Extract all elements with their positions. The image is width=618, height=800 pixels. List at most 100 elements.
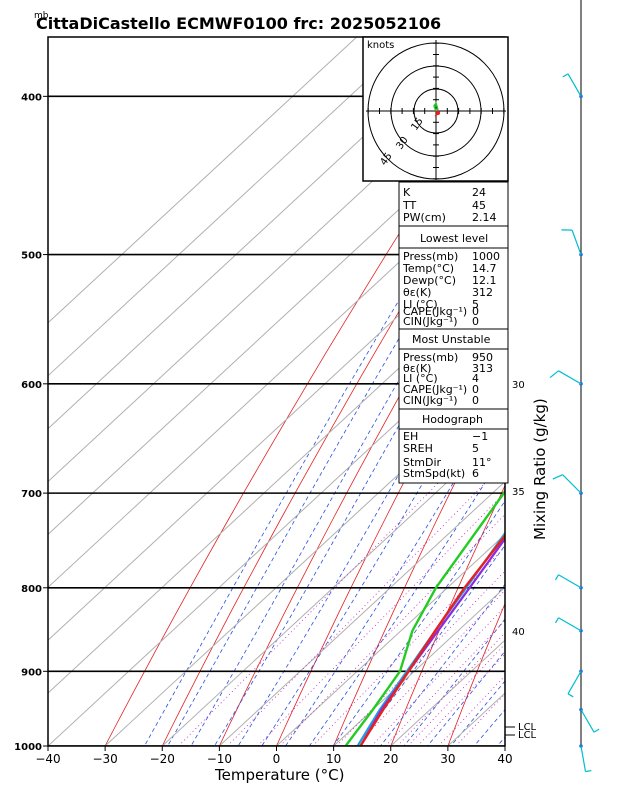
theta-e-label: 40 (512, 627, 525, 638)
lcl-markers: LCL LCL (505, 722, 537, 741)
y-tick-label: 600 (21, 380, 42, 391)
dry-adiabat (390, 484, 505, 746)
lcl-label: LCL (518, 730, 537, 741)
isotherm (48, 37, 472, 430)
row-label: CAPE(Jkg⁻¹) (403, 383, 467, 396)
x-tick-label: 40 (497, 752, 512, 766)
theta-e-label: 35 (512, 487, 525, 498)
index-label: K (403, 186, 411, 199)
isotherms (48, 37, 505, 746)
wind-barb-column (549, 0, 600, 773)
hodograph: knots 15 30 45 (362, 36, 509, 182)
isotherm (48, 269, 505, 694)
wind-barb-half-flag (585, 769, 592, 773)
row-value: 0 (472, 315, 479, 328)
y-tick-label: 700 (21, 489, 42, 500)
dry-adiabat (551, 0, 618, 781)
hodograph-trace-low (433, 101, 439, 112)
dry-adiabat (161, 136, 505, 746)
row-label: CAPE(Jkg⁻¹) (403, 305, 467, 318)
wind-barb (579, 744, 592, 773)
index-label: PW(cm) (403, 211, 446, 224)
wind-barb-shaft (558, 617, 582, 632)
row-label: Press(mb) (403, 351, 458, 364)
row-value: 1000 (472, 250, 500, 263)
row-value: −1 (472, 430, 488, 443)
row-label: SREH (403, 442, 433, 455)
row-value: 0 (472, 394, 479, 407)
wind-barb-shaft (558, 574, 582, 589)
row-value: 0 (472, 305, 479, 318)
wind-barb-shaft (558, 370, 582, 385)
wind-barb-shaft (571, 229, 582, 255)
row-label: LI (°C) (403, 372, 438, 385)
wind-barb-flag (549, 370, 559, 379)
mixing-ratio-line (178, 414, 505, 746)
row-label: StmDir (403, 456, 442, 469)
hodograph-unit-label: knots (367, 40, 394, 51)
moist-adiabat (491, 0, 618, 781)
moist-adiabat (308, 449, 505, 746)
index-value: 45 (472, 199, 486, 212)
index-value: 2.14 (472, 211, 497, 224)
wind-barb-half-flag (554, 617, 560, 624)
row-label: CIN(Jkg⁻¹) (403, 394, 458, 407)
isotherm (48, 322, 505, 746)
wind-barb (554, 574, 583, 590)
isotherm (48, 37, 358, 324)
y-tick-label: 500 (21, 251, 42, 262)
wind-barb (561, 229, 583, 257)
hodograph-params-box (398, 408, 509, 484)
wind-barb-half-flag (567, 693, 574, 698)
isotherm (104, 375, 505, 746)
mixing-ratio-axis-label: Mixing Ratio (g/kg) (531, 398, 549, 540)
index-label: TT (402, 199, 417, 212)
chart-title: CittaDiCastello ECMWF0100 frc: 202505210… (36, 14, 441, 33)
row-value: 5 (472, 442, 479, 455)
x-axis-label: Temperature (°C) (214, 766, 344, 784)
lowest-level-header: Lowest level (420, 232, 488, 245)
row-label: CIN(Jkg⁻¹) (403, 315, 458, 328)
x-tick-label: 0 (273, 752, 281, 766)
y-tick-label: 800 (21, 584, 42, 595)
wind-barb-shaft (562, 474, 582, 494)
lcl-label: LCL (518, 722, 537, 733)
moist-adiabat (426, 650, 505, 746)
profiles (344, 488, 505, 746)
mixing-ratio-line (227, 462, 505, 746)
mixing-ratio-lines (178, 414, 505, 746)
wind-barb-half-flag (562, 73, 569, 78)
theta-e-label: 30 (512, 380, 525, 391)
x-tick-label: −30 (92, 752, 117, 766)
moist-adiabat (261, 338, 505, 746)
dry-adiabats (104, 0, 618, 781)
hodograph-params-header: Hodograph (422, 413, 483, 426)
dry-adiabat (609, 0, 618, 781)
parameter-table: K 24 TT 45 PW(cm) 2.14 Lowest level Pres… (398, 181, 509, 484)
wind-barb (552, 474, 583, 495)
index-value: 24 (472, 186, 486, 199)
most-unstable-header: Most Unstable (412, 333, 491, 346)
row-label: θε(K) (403, 362, 431, 375)
wind-barb-shaft (580, 709, 595, 733)
temperature-axis: −40 −30 −20 −10 0 10 20 30 40 (35, 746, 513, 766)
row-value: 6 (472, 467, 479, 480)
wind-barb (549, 370, 583, 386)
wind-barb (579, 707, 600, 733)
row-label: Dewp(°C) (403, 274, 456, 287)
isotherm (48, 163, 505, 589)
mixing-ratio-line (279, 513, 505, 746)
temperature-profile (359, 533, 505, 746)
wind-barb (562, 73, 583, 99)
dry-adiabat (333, 382, 505, 746)
wind-barb (567, 669, 583, 698)
moist-adiabat (190, 198, 505, 746)
wind-barb-flag (552, 474, 563, 480)
indices-box (398, 181, 509, 227)
lowest-level-box (398, 225, 509, 330)
isotherm (48, 110, 505, 536)
x-tick-label: −40 (35, 752, 60, 766)
y-tick-label: 1000 (14, 742, 42, 753)
mixing-ratio-line (257, 491, 505, 746)
